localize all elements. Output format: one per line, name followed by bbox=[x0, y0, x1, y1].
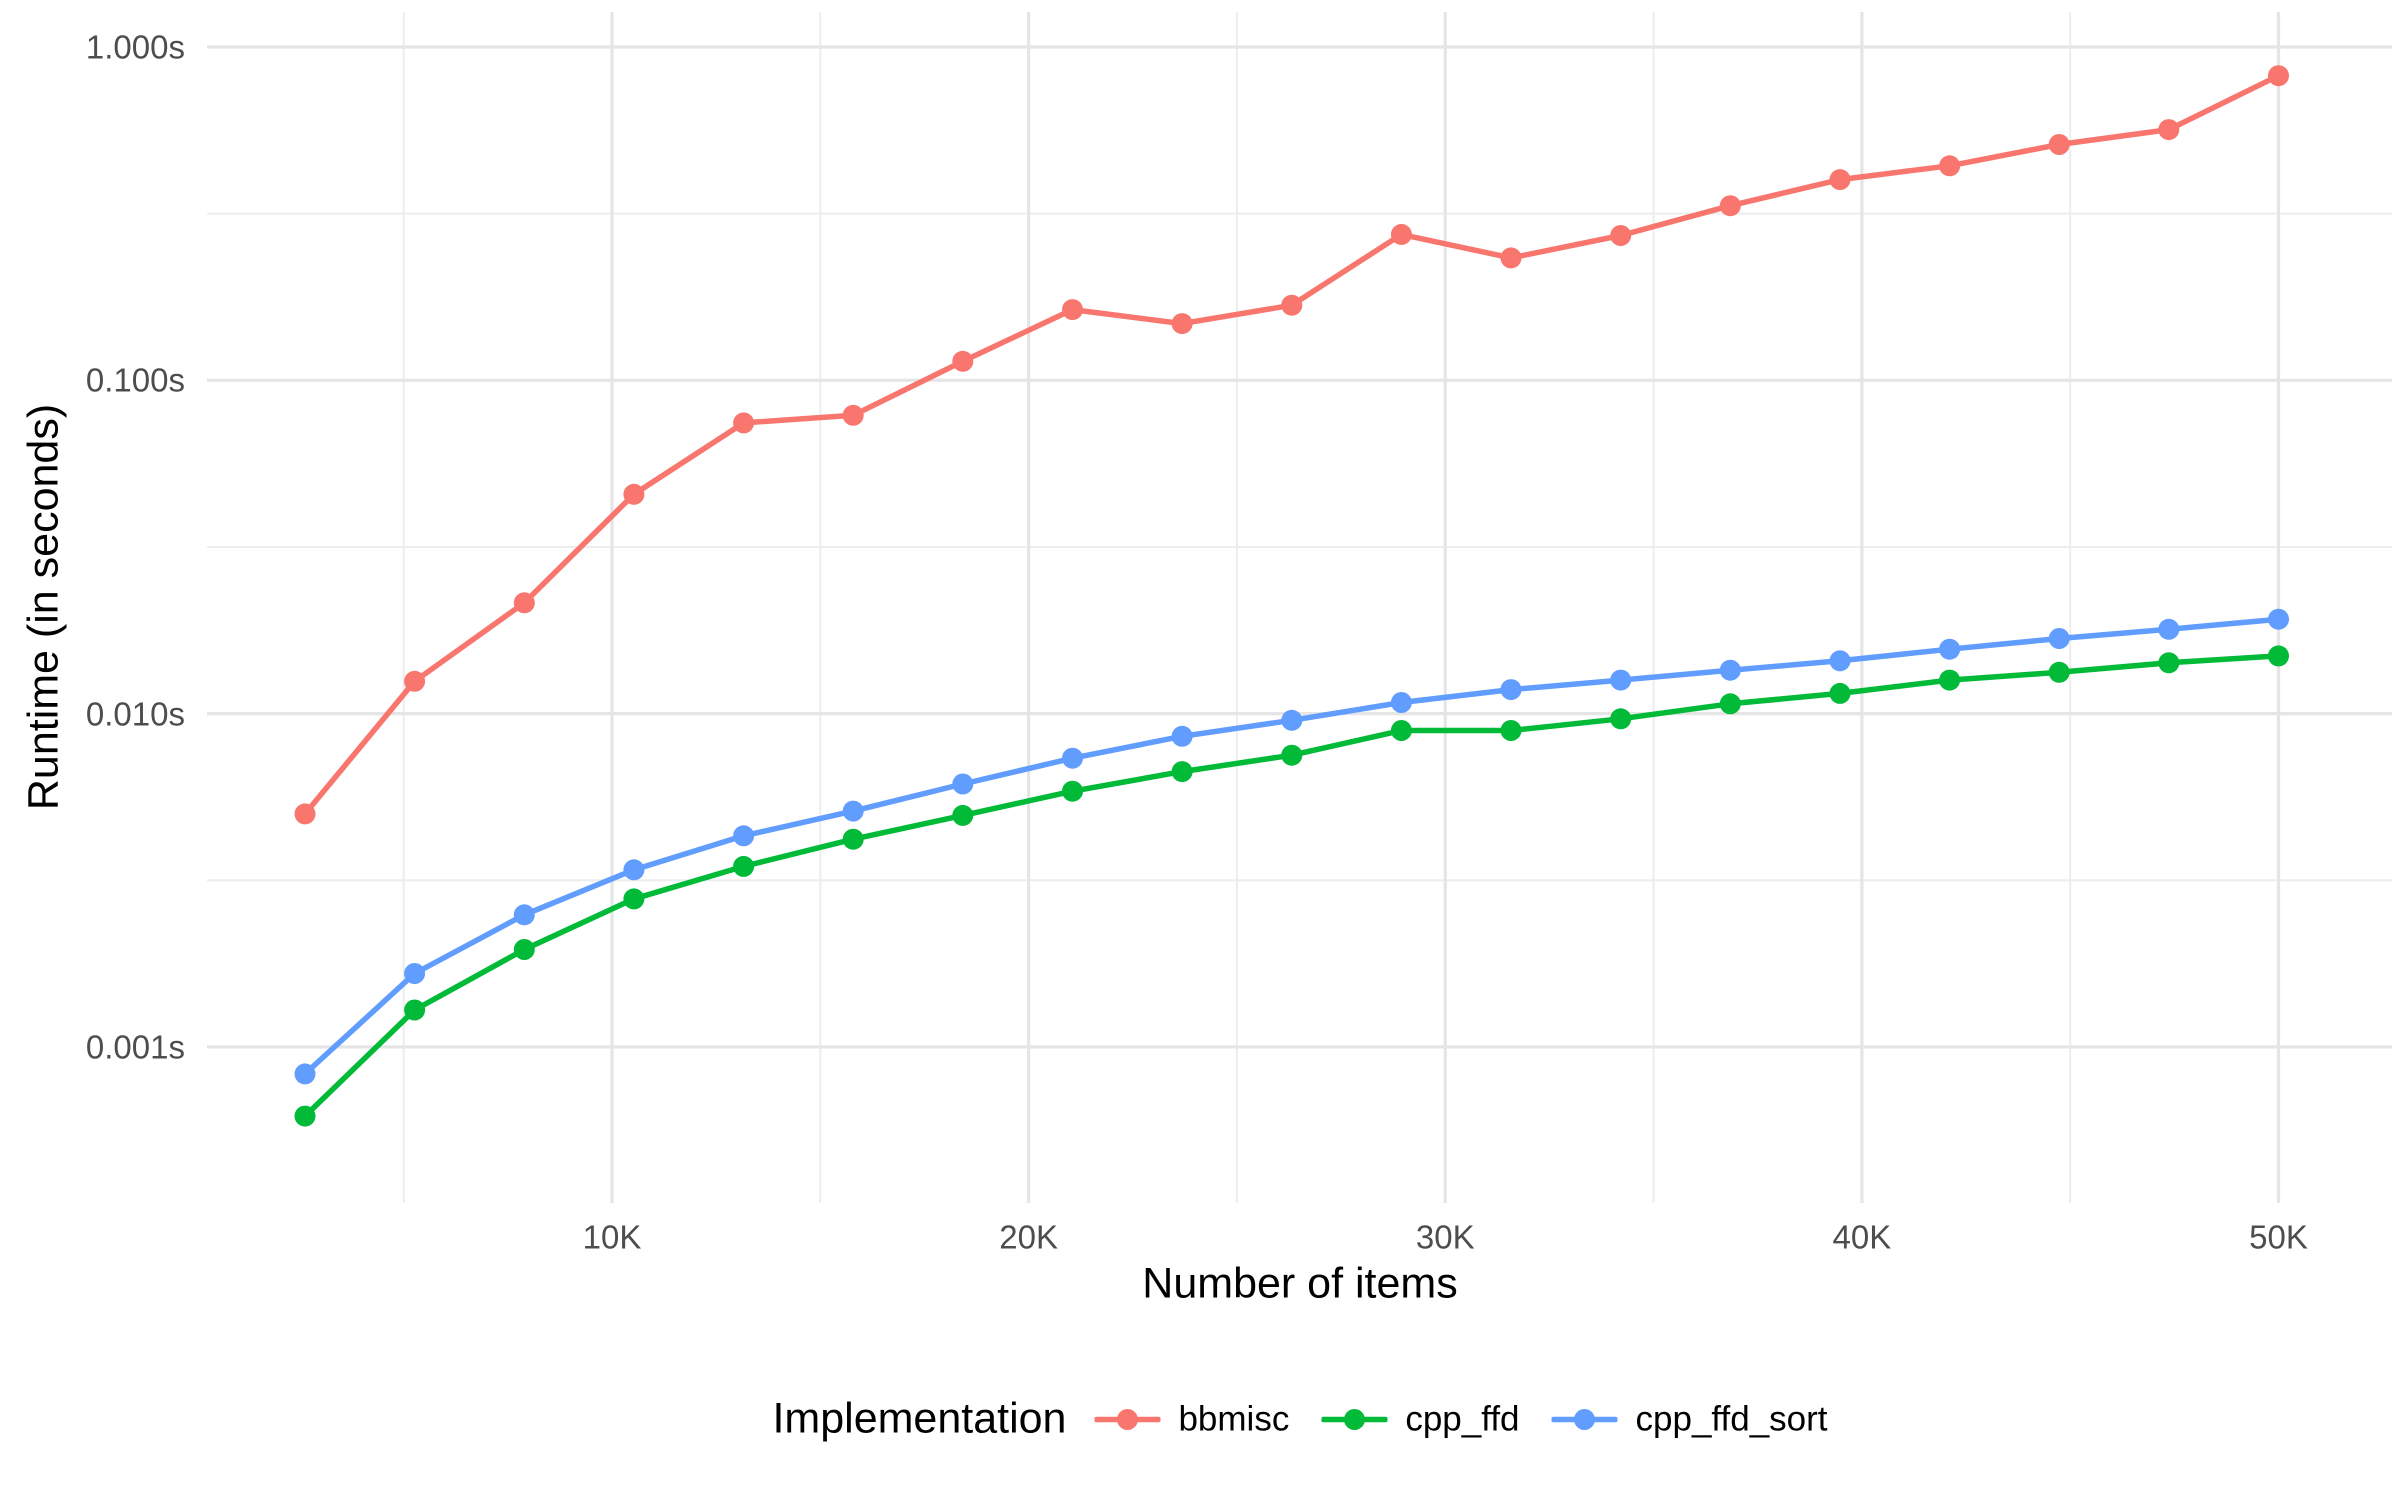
data-point-cpp_ffd bbox=[1939, 669, 1961, 691]
legend: Implementation bbmisc cpp_ffd cpp_ffd_sort bbox=[772, 1395, 1827, 1444]
data-point-cpp_ffd bbox=[952, 804, 974, 826]
data-point-cpp_ffd bbox=[842, 828, 864, 850]
data-point-bbmisc bbox=[733, 412, 755, 434]
legend-item-cpp_ffd: cpp_ffd bbox=[1321, 1399, 1520, 1439]
data-point-bbmisc bbox=[1829, 169, 1851, 191]
data-point-cpp_ffd bbox=[733, 855, 755, 877]
data-point-cpp_ffd bbox=[2048, 661, 2070, 683]
legend-item-label: cpp_ffd_sort bbox=[1635, 1399, 1828, 1438]
data-point-bbmisc bbox=[1171, 313, 1193, 335]
series-line-bbmisc bbox=[302, 72, 2282, 817]
legend-item-label: bbmisc bbox=[1178, 1399, 1290, 1438]
data-point-cpp_ffd_sort bbox=[2158, 618, 2180, 640]
data-point-cpp_ffd bbox=[1062, 780, 1083, 802]
data-point-cpp_ffd bbox=[1610, 708, 1632, 730]
legend-item-cpp_ffd_sort: cpp_ffd_sort bbox=[1551, 1399, 1828, 1439]
y-tick-label: 1.000s bbox=[85, 28, 185, 66]
data-point-cpp_ffd bbox=[1719, 693, 1741, 715]
series-line-cpp_ffd_sort bbox=[302, 616, 2282, 1077]
x-tick-label: 30K bbox=[1415, 1218, 1475, 1256]
data-point-cpp_ffd_sort bbox=[952, 773, 974, 795]
data-point-cpp_ffd_sort bbox=[294, 1063, 316, 1085]
data-point-cpp_ffd bbox=[404, 999, 426, 1021]
data-point-cpp_ffd_sort bbox=[1719, 659, 1741, 681]
legend-item-bbmisc: bbmisc bbox=[1094, 1399, 1289, 1439]
data-point-cpp_ffd_sort bbox=[1500, 679, 1522, 701]
data-point-bbmisc bbox=[1062, 299, 1083, 321]
data-point-cpp_ffd_sort bbox=[404, 963, 426, 984]
data-point-cpp_ffd_sort bbox=[2048, 628, 2070, 649]
data-point-cpp_ffd bbox=[2268, 645, 2289, 667]
data-point-bbmisc bbox=[1610, 225, 1632, 246]
x-tick-label: 40K bbox=[1832, 1218, 1892, 1256]
data-point-cpp_ffd_sort bbox=[1390, 692, 1412, 713]
data-point-bbmisc bbox=[2048, 134, 2070, 155]
x-tick-label: 10K bbox=[582, 1218, 642, 1256]
data-point-bbmisc bbox=[404, 670, 426, 692]
y-tick-label: 0.100s bbox=[85, 361, 185, 399]
data-point-bbmisc bbox=[1390, 223, 1412, 245]
data-point-bbmisc bbox=[1939, 155, 1961, 177]
data-point-cpp_ffd_sort bbox=[733, 825, 755, 847]
data-point-cpp_ffd bbox=[513, 939, 535, 960]
data-point-cpp_ffd bbox=[1829, 682, 1851, 704]
data-point-cpp_ffd bbox=[1500, 720, 1522, 741]
data-point-cpp_ffd_sort bbox=[1281, 709, 1303, 731]
legend-title: Implementation bbox=[772, 1394, 1067, 1443]
data-point-bbmisc bbox=[513, 592, 535, 614]
data-point-cpp_ffd_sort bbox=[842, 800, 864, 822]
data-point-cpp_ffd_sort bbox=[2268, 608, 2289, 630]
data-point-bbmisc bbox=[1281, 294, 1303, 316]
legend-item-label: cpp_ffd bbox=[1405, 1399, 1520, 1438]
y-tick-label: 0.010s bbox=[85, 695, 185, 733]
legend-key-point bbox=[1343, 1408, 1365, 1430]
plot-panel bbox=[207, 12, 2392, 1203]
data-point-cpp_ffd_sort bbox=[1829, 650, 1851, 672]
data-point-bbmisc bbox=[1500, 247, 1522, 269]
data-point-cpp_ffd bbox=[1171, 761, 1193, 783]
data-point-bbmisc bbox=[1719, 195, 1741, 217]
y-tick-label: 0.001s bbox=[85, 1028, 185, 1066]
data-point-bbmisc bbox=[952, 350, 974, 372]
x-tick-label: 50K bbox=[2249, 1218, 2308, 1256]
data-point-bbmisc bbox=[2268, 65, 2289, 87]
legend-key-point bbox=[1574, 1408, 1596, 1430]
data-point-bbmisc bbox=[2158, 119, 2180, 141]
data-point-cpp_ffd_sort bbox=[1062, 747, 1083, 769]
legend-items: bbmisc cpp_ffd cpp_ffd_sort bbox=[1094, 1399, 1828, 1439]
y-axis-title: Runtime (in seconds) bbox=[19, 403, 68, 811]
data-point-cpp_ffd bbox=[1281, 744, 1303, 766]
x-tick-label: 20K bbox=[999, 1218, 1058, 1256]
x-axis-title: Number of items bbox=[1142, 1259, 1458, 1308]
legend-key-icon bbox=[1551, 1408, 1618, 1430]
data-point-cpp_ffd_sort bbox=[1610, 669, 1632, 691]
legend-key-point bbox=[1116, 1408, 1138, 1430]
data-point-cpp_ffd bbox=[623, 888, 645, 910]
data-point-cpp_ffd bbox=[294, 1105, 316, 1127]
data-point-cpp_ffd_sort bbox=[1939, 638, 1961, 660]
data-point-bbmisc bbox=[623, 483, 645, 505]
data-point-cpp_ffd_sort bbox=[513, 904, 535, 926]
data-point-bbmisc bbox=[294, 803, 316, 825]
legend-key-icon bbox=[1321, 1408, 1388, 1430]
data-point-bbmisc bbox=[842, 404, 864, 426]
data-point-cpp_ffd bbox=[1390, 720, 1412, 741]
data-point-cpp_ffd bbox=[2158, 652, 2180, 674]
data-point-cpp_ffd_sort bbox=[1171, 725, 1193, 747]
legend-key-icon bbox=[1094, 1408, 1161, 1430]
data-point-cpp_ffd_sort bbox=[623, 859, 645, 881]
